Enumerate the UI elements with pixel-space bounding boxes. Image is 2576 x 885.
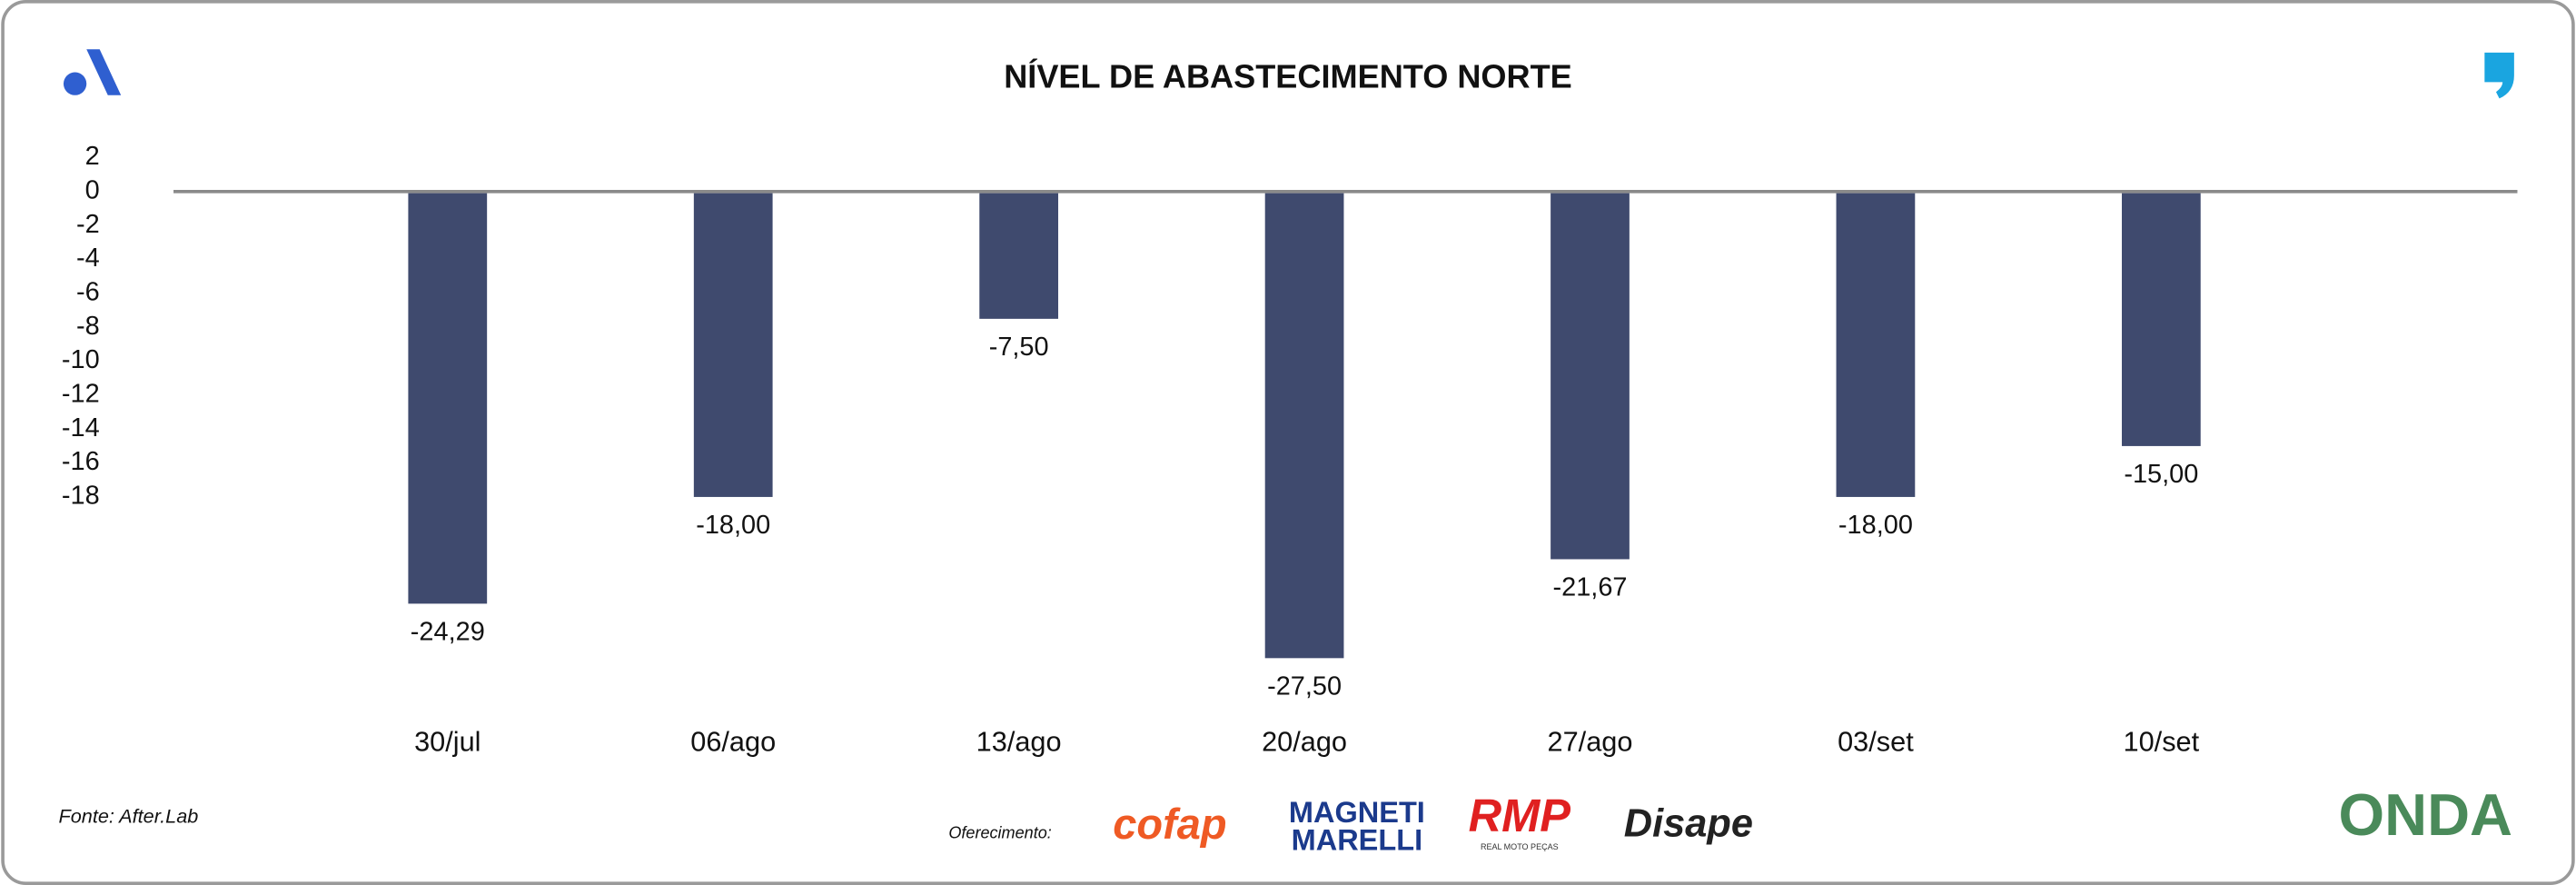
data-label: -18,00: [696, 511, 770, 540]
y-tick-label: 2: [85, 142, 100, 171]
x-tick-label: 30/jul: [414, 726, 481, 758]
x-tick-label: 06/ago: [690, 726, 776, 758]
x-tick-label: 03/set: [1838, 726, 1914, 758]
sponsor-logo: MARELLI: [1292, 824, 1423, 857]
y-tick-label: -18: [62, 482, 100, 511]
source: Fonte: After.Lab: [59, 805, 199, 828]
x-tick-label: 20/ago: [1262, 726, 1347, 758]
comma-logo: [2484, 52, 2514, 99]
sponsor-label: Oferecimento:: [948, 824, 1051, 842]
x-tick-label: 27/ago: [1548, 726, 1633, 758]
y-tick-label: -6: [76, 278, 100, 307]
sponsor-logo: MAGNETI: [1289, 796, 1425, 829]
chart-title: NÍVEL DE ABASTECIMENTO NORTE: [1004, 57, 1572, 94]
y-tick-label: -10: [62, 345, 100, 374]
sponsor-logo: cofap: [1113, 800, 1226, 848]
sponsor-logo: REAL MOTO PEÇAS: [1481, 842, 1559, 851]
data-label: -24,29: [411, 618, 485, 647]
y-tick-label: -14: [62, 413, 100, 442]
x-tick-label: 10/set: [2124, 726, 2200, 758]
bar: [2121, 193, 2201, 446]
data-label: -15,00: [2124, 460, 2198, 489]
y-tick-label: -16: [62, 447, 100, 476]
y-tick-label: -8: [76, 312, 100, 341]
bar: [1836, 193, 1916, 497]
bar: [979, 193, 1059, 319]
bar: [408, 193, 488, 604]
data-label: -18,00: [1838, 511, 1913, 540]
y-tick-label: -4: [76, 244, 100, 273]
bar: [693, 193, 773, 497]
bar: [1551, 193, 1630, 560]
data-label: -7,50: [989, 333, 1049, 362]
data-label: -21,67: [1553, 573, 1628, 602]
sponsor-logo: RMP: [1469, 790, 1571, 841]
y-tick-label: 0: [85, 175, 100, 204]
y-tick-label: -2: [76, 210, 100, 239]
x-tick-label: 13/ago: [976, 726, 1062, 758]
sponsor-logo: ONDA: [2339, 781, 2513, 848]
y-tick-label: -12: [62, 380, 100, 409]
data-label: -27,50: [1267, 671, 1342, 701]
brand-logo: [63, 49, 122, 95]
bar: [1264, 193, 1344, 659]
sponsor-logo: Disape: [1624, 801, 1753, 845]
